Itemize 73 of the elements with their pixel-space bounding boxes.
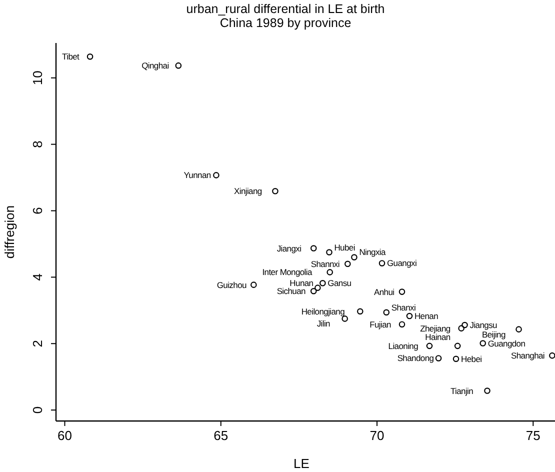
point	[314, 284, 321, 291]
point	[435, 355, 442, 362]
annotation: Anhui	[374, 286, 395, 297]
point	[213, 172, 220, 178]
point	[326, 249, 332, 256]
point	[351, 254, 358, 260]
y-tick-label: 4	[30, 274, 45, 281]
annotation: Hubei	[334, 242, 356, 252]
point	[406, 312, 413, 320]
point	[326, 269, 334, 276]
y-tick-label: 10	[30, 70, 45, 86]
point	[458, 325, 464, 332]
annotation: Fujian	[370, 319, 392, 330]
point	[383, 309, 390, 316]
y-tick-label: 8	[30, 140, 45, 148]
annotation: Yunnan	[184, 170, 212, 180]
y-tick-label: 6	[30, 207, 45, 214]
annotation: Tibet	[62, 52, 80, 62]
point	[320, 280, 326, 286]
point	[342, 316, 348, 322]
point	[344, 260, 351, 268]
annotation: Xinjiang	[234, 186, 262, 196]
annotation: Tianjin	[450, 386, 474, 396]
point	[398, 288, 406, 295]
point	[549, 352, 555, 359]
annotation: Sichuan	[276, 286, 306, 296]
y-tick-label: 0	[30, 406, 45, 414]
x-tick-label: 65	[214, 428, 228, 443]
x-tick-label: 70	[370, 428, 384, 443]
x-tick-label: 75	[526, 428, 540, 443]
x-axis-title: LE	[294, 456, 310, 471]
annotation: Qinghai	[142, 60, 170, 71]
annotation: Shanxi	[391, 302, 416, 312]
annotation: Shandong	[397, 353, 434, 364]
point	[454, 342, 461, 350]
point	[516, 326, 522, 332]
point	[86, 53, 94, 60]
chart-title: urban_rural differential in LE at birth	[186, 2, 385, 16]
point	[480, 340, 486, 346]
x-tick-label: 60	[58, 428, 72, 443]
point	[272, 188, 278, 194]
point	[310, 288, 317, 294]
chart-subtitle: China 1989 by province	[220, 16, 352, 30]
annotation: Jilin	[316, 318, 331, 329]
annotation: Shanghai	[510, 350, 545, 361]
annotation: Jiangsu	[470, 320, 498, 330]
point	[310, 245, 317, 252]
annotation: Hunan	[290, 278, 314, 288]
annotation: Inter Mongolia	[262, 267, 312, 278]
point	[426, 342, 433, 350]
annotation: Zhejiang	[420, 323, 451, 334]
annotation: Guangdon	[488, 338, 526, 348]
annotation: Guangxi	[387, 258, 417, 268]
point	[452, 356, 460, 362]
point	[250, 282, 257, 288]
annotation: Heilongjiang	[301, 306, 346, 316]
point	[356, 308, 364, 315]
annotation: Beijing	[482, 329, 506, 340]
annotation: Liaoning	[388, 340, 419, 351]
point	[378, 260, 386, 266]
point	[175, 62, 182, 69]
annotation: Shannxi	[310, 258, 340, 269]
point	[462, 322, 468, 328]
annotation: Gansu	[328, 278, 352, 288]
annotation: Henan	[414, 311, 439, 322]
annotation: Jiangxi	[276, 243, 302, 254]
point	[484, 388, 490, 394]
point	[398, 321, 406, 328]
annotation: Ningxia	[359, 247, 386, 258]
annotation: Guizhou	[216, 280, 247, 290]
y-tick-label: 2	[30, 340, 45, 348]
y-axis-title: diffregion	[2, 205, 17, 259]
annotation: Hebei	[461, 354, 482, 364]
